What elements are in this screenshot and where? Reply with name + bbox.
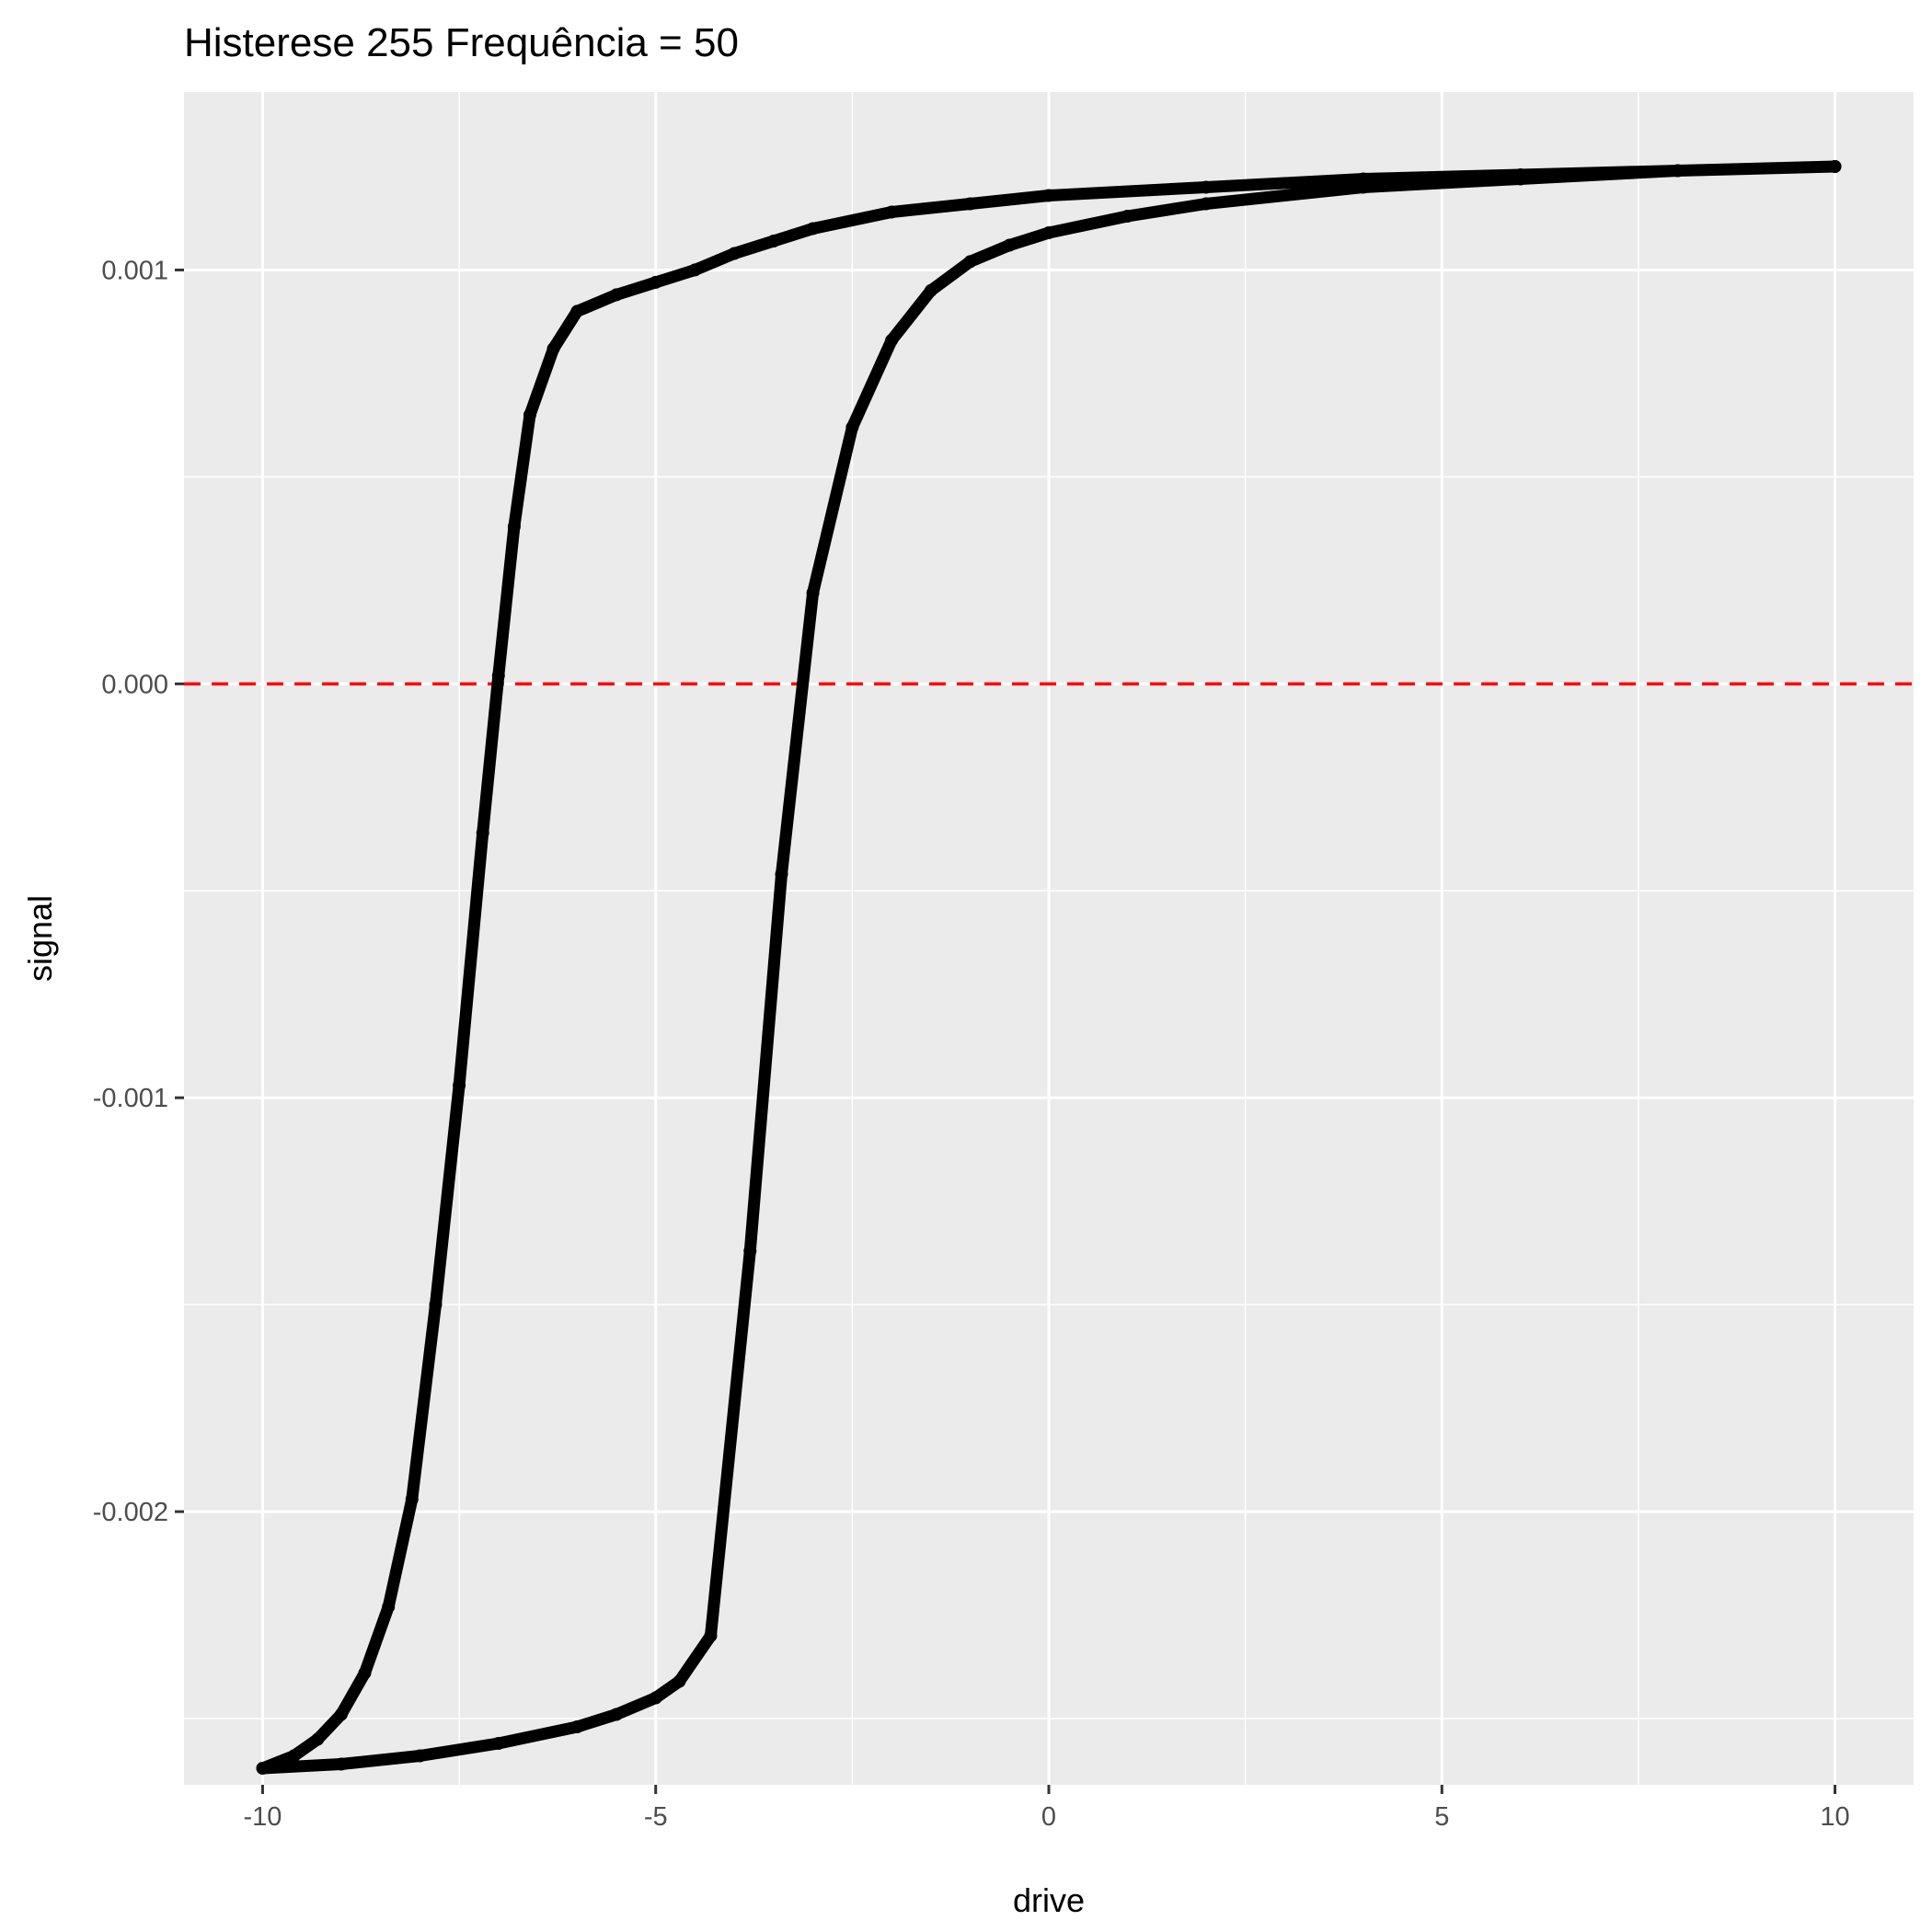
data-point	[476, 826, 489, 840]
data-point	[1121, 210, 1134, 223]
data-point	[570, 1720, 584, 1733]
data-point	[334, 1708, 348, 1721]
data-point	[507, 520, 521, 534]
data-point	[1042, 189, 1055, 202]
x-tick-label: 5	[1434, 1802, 1449, 1832]
data-point	[1828, 160, 1842, 173]
data-point	[287, 1749, 301, 1763]
data-point	[491, 669, 505, 683]
data-point	[845, 420, 859, 434]
data-point	[963, 197, 977, 211]
data-point	[885, 333, 899, 347]
data-point	[766, 235, 780, 247]
data-point	[610, 1708, 623, 1721]
x-tick-label: -10	[243, 1802, 282, 1832]
data-point	[688, 263, 702, 277]
chart-title: Histerese 255 Frequência = 50	[184, 20, 739, 65]
data-point	[728, 247, 742, 260]
data-point	[1671, 164, 1685, 178]
x-tick-label: -5	[644, 1802, 668, 1832]
x-tick-label: 10	[1820, 1802, 1849, 1832]
data-point	[1356, 180, 1370, 194]
data-point	[523, 408, 536, 421]
series-layer	[256, 160, 1842, 1775]
data-point	[358, 1666, 372, 1680]
y-tick-label: 0.001	[101, 256, 168, 285]
data-point	[649, 1691, 662, 1705]
data-point	[405, 1492, 419, 1506]
data-point	[1199, 197, 1213, 211]
data-point	[570, 305, 584, 318]
series-line-0	[257, 160, 1841, 1775]
data-point	[334, 1757, 348, 1771]
data-point	[704, 1629, 718, 1642]
data-point	[382, 1600, 396, 1614]
data-point	[673, 1674, 686, 1688]
data-point	[963, 255, 977, 269]
x-axis-title: drive	[1013, 1881, 1085, 1919]
data-point	[311, 1732, 325, 1746]
data-point	[775, 868, 788, 881]
data-point	[885, 205, 899, 219]
y-tick-label: -0.001	[93, 1084, 168, 1113]
y-tick-label: -0.002	[93, 1498, 168, 1527]
y-tick-label: 0.000	[101, 670, 168, 699]
data-point	[649, 275, 662, 289]
y-axis-title: signal	[21, 895, 59, 982]
data-point	[491, 1737, 505, 1750]
x-axis: -10 -5 0 5 10	[243, 1785, 1850, 1832]
y-axis: -0.002 -0.001 0.000 0.001	[93, 256, 184, 1527]
data-point	[1042, 226, 1055, 239]
data-point	[1003, 238, 1017, 252]
data-point	[256, 1762, 270, 1775]
data-point	[743, 1244, 757, 1258]
data-point	[546, 341, 560, 355]
data-point	[1199, 180, 1213, 194]
data-point	[806, 586, 820, 600]
data-point	[806, 222, 820, 236]
data-point	[453, 1078, 466, 1092]
data-point	[924, 283, 937, 297]
x-tick-label: 0	[1041, 1802, 1056, 1832]
data-point	[413, 1749, 427, 1763]
data-point	[429, 1298, 443, 1312]
data-point	[1513, 172, 1527, 186]
data-point	[610, 288, 623, 302]
